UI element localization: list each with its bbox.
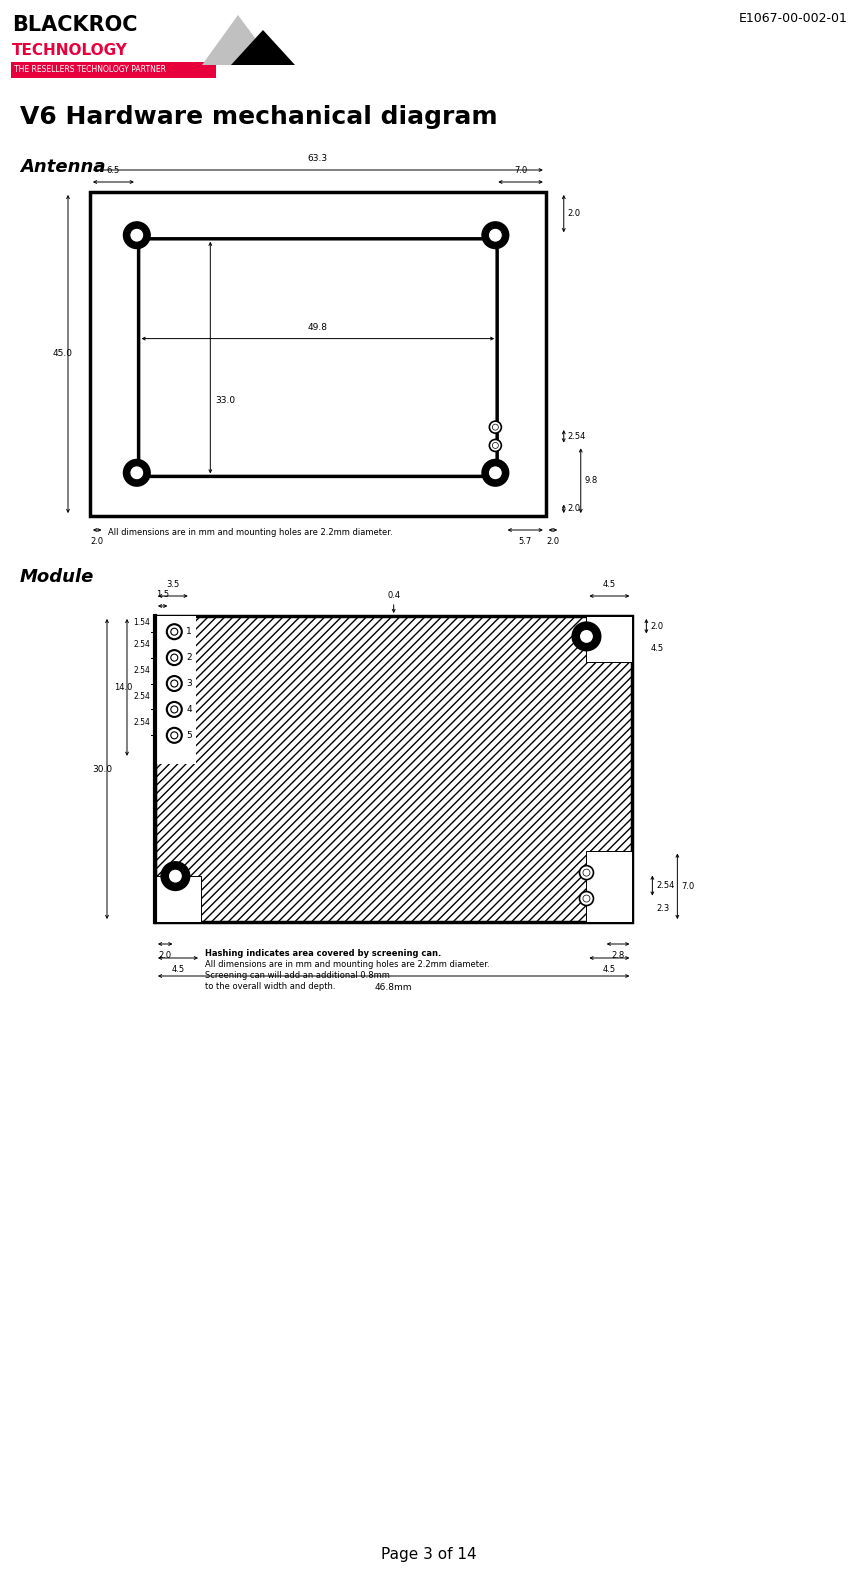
Circle shape — [572, 623, 600, 650]
Circle shape — [167, 650, 182, 665]
Text: 4.5: 4.5 — [603, 964, 616, 974]
Text: 2.0: 2.0 — [650, 621, 663, 631]
Text: 2.0: 2.0 — [159, 952, 172, 960]
Text: 2.54: 2.54 — [133, 717, 150, 727]
Text: 1: 1 — [186, 628, 192, 635]
Text: 1.54: 1.54 — [133, 618, 150, 626]
Circle shape — [483, 222, 509, 249]
Text: 33.0: 33.0 — [216, 396, 235, 404]
Text: Hashing indicates area covered by screening can.: Hashing indicates area covered by screen… — [205, 949, 442, 958]
FancyBboxPatch shape — [138, 239, 497, 477]
Text: Screening can will add an additional 0.8mm: Screening can will add an additional 0.8… — [205, 971, 390, 980]
Text: 45.0: 45.0 — [53, 349, 73, 359]
Circle shape — [580, 892, 594, 906]
Text: 2.8: 2.8 — [612, 952, 624, 960]
Text: 46.8mm: 46.8mm — [375, 983, 412, 993]
Bar — [155, 617, 196, 764]
Circle shape — [490, 439, 502, 451]
Circle shape — [124, 459, 149, 486]
Text: Antenna: Antenna — [20, 157, 106, 176]
Text: 63.3: 63.3 — [308, 154, 328, 164]
Text: 4.5: 4.5 — [650, 643, 663, 653]
Circle shape — [583, 870, 590, 876]
Text: 2.3: 2.3 — [656, 903, 670, 912]
Circle shape — [167, 676, 182, 691]
Text: 6.5: 6.5 — [107, 167, 120, 175]
Bar — [90, 192, 545, 516]
Circle shape — [483, 459, 509, 486]
Circle shape — [171, 628, 178, 635]
Circle shape — [580, 629, 594, 643]
Text: 2.54: 2.54 — [133, 665, 150, 675]
Circle shape — [489, 228, 503, 242]
Circle shape — [171, 654, 178, 661]
Text: V6 Hardware mechanical diagram: V6 Hardware mechanical diagram — [20, 105, 497, 129]
Text: 2.0: 2.0 — [91, 536, 104, 546]
Circle shape — [489, 466, 503, 480]
Text: 2.54: 2.54 — [568, 433, 586, 440]
Polygon shape — [231, 30, 295, 64]
Text: 7.0: 7.0 — [514, 167, 527, 175]
Circle shape — [168, 870, 182, 882]
Circle shape — [130, 466, 143, 480]
Text: 2.0: 2.0 — [568, 209, 581, 219]
Text: TECHNOLOGY: TECHNOLOGY — [12, 42, 128, 58]
Text: All dimensions are in mm and mounting holes are 2.2mm diameter.: All dimensions are in mm and mounting ho… — [205, 960, 490, 969]
Circle shape — [171, 680, 178, 687]
Text: 9.8: 9.8 — [585, 477, 598, 484]
Bar — [155, 876, 201, 922]
Text: 3: 3 — [186, 680, 192, 687]
Circle shape — [161, 862, 189, 890]
Text: to the overall width and depth.: to the overall width and depth. — [205, 982, 336, 991]
Circle shape — [580, 865, 594, 879]
Circle shape — [171, 731, 178, 739]
Circle shape — [492, 425, 498, 429]
Text: 30.0: 30.0 — [92, 764, 112, 774]
Circle shape — [583, 895, 590, 901]
Bar — [587, 617, 632, 662]
Text: 1.5: 1.5 — [156, 590, 169, 599]
Circle shape — [167, 728, 182, 742]
Text: 2.0: 2.0 — [568, 505, 581, 513]
Text: 2: 2 — [186, 653, 192, 662]
Text: Page 3 of 14: Page 3 of 14 — [381, 1548, 477, 1562]
Circle shape — [130, 228, 143, 242]
Text: 14.0: 14.0 — [113, 683, 132, 692]
Circle shape — [490, 422, 502, 433]
Text: 49.8: 49.8 — [308, 322, 328, 332]
Text: 4.5: 4.5 — [603, 580, 616, 588]
Text: 3.5: 3.5 — [167, 580, 180, 588]
Text: 2.54: 2.54 — [133, 640, 150, 650]
Text: 7.0: 7.0 — [681, 882, 695, 890]
Text: 4.5: 4.5 — [172, 964, 185, 974]
Circle shape — [492, 442, 498, 448]
Bar — [155, 617, 632, 922]
Text: Module: Module — [20, 568, 94, 587]
Text: All dimensions are in mm and mounting holes are 2.2mm diameter.: All dimensions are in mm and mounting ho… — [108, 529, 393, 536]
Text: E1067-00-002-01: E1067-00-002-01 — [739, 13, 848, 25]
Text: 2.0: 2.0 — [546, 536, 559, 546]
Text: 5.7: 5.7 — [519, 536, 532, 546]
Text: 4: 4 — [186, 705, 192, 714]
Text: 0.4: 0.4 — [387, 591, 400, 599]
Bar — [11, 61, 216, 79]
Polygon shape — [202, 16, 275, 64]
Circle shape — [167, 702, 182, 717]
Text: 2.54: 2.54 — [656, 881, 674, 890]
Text: BLACKROC: BLACKROC — [12, 16, 137, 35]
Circle shape — [124, 222, 149, 249]
Circle shape — [167, 624, 182, 639]
Text: THE RESELLERS TECHNOLOGY PARTNER: THE RESELLERS TECHNOLOGY PARTNER — [14, 66, 166, 74]
Text: 2.54: 2.54 — [133, 692, 150, 702]
Text: 5: 5 — [186, 731, 192, 739]
Circle shape — [171, 706, 178, 713]
Bar — [587, 851, 632, 922]
